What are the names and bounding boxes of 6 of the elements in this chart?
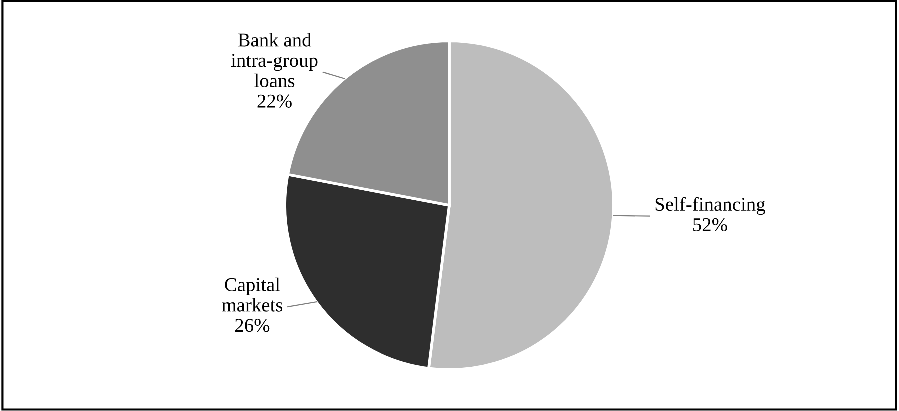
slice-label: Capital markets — [222, 278, 283, 312]
slice-label: Self-financing — [656, 197, 766, 216]
data-label: 52% — [694, 218, 728, 232]
data-label: 26% — [236, 319, 270, 332]
slice-label: Bank and intra-group loans — [231, 33, 318, 88]
data-label: 22% — [258, 94, 292, 108]
